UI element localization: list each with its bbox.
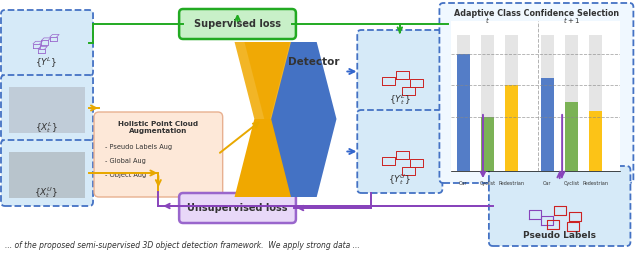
Polygon shape (244, 119, 300, 197)
FancyBboxPatch shape (440, 3, 634, 183)
FancyBboxPatch shape (357, 30, 442, 113)
Text: $\{Y_t^U\}$: $\{Y_t^U\}$ (388, 172, 412, 187)
Text: Detector: Detector (288, 57, 339, 67)
FancyBboxPatch shape (179, 9, 296, 39)
Polygon shape (234, 42, 290, 119)
FancyBboxPatch shape (1, 140, 93, 206)
Text: $\{Y_t^L\}$: $\{Y_t^L\}$ (388, 92, 411, 107)
Polygon shape (281, 119, 337, 197)
Text: $\{Y^L\}$: $\{Y^L\}$ (35, 56, 58, 70)
Text: $\{X_t^L\}$: $\{X_t^L\}$ (35, 120, 58, 135)
Bar (9, 152, 85, 198)
Text: Holistic Point Cloud
Augmentation: Holistic Point Cloud Augmentation (118, 121, 198, 134)
FancyBboxPatch shape (489, 166, 630, 246)
FancyBboxPatch shape (1, 10, 93, 76)
Text: $\{X_t^U\}$: $\{X_t^U\}$ (35, 185, 58, 200)
Polygon shape (271, 119, 326, 197)
Polygon shape (244, 42, 300, 119)
Text: - Pseudo Labels Aug: - Pseudo Labels Aug (105, 144, 172, 150)
Text: Supervised loss: Supervised loss (194, 19, 281, 29)
FancyBboxPatch shape (179, 193, 296, 223)
Text: - Global Aug: - Global Aug (105, 158, 146, 164)
Text: - Object Aug: - Object Aug (105, 172, 146, 178)
Polygon shape (234, 119, 290, 197)
Polygon shape (271, 42, 326, 119)
Text: ... of the proposed semi-supervised 3D object detection framework.  We apply str: ... of the proposed semi-supervised 3D o… (5, 241, 360, 250)
Bar (9, 87, 85, 133)
FancyBboxPatch shape (94, 112, 223, 197)
FancyBboxPatch shape (1, 75, 93, 141)
FancyBboxPatch shape (357, 110, 442, 193)
Text: Adaptive Class Confidence Selection: Adaptive Class Confidence Selection (454, 9, 619, 18)
Polygon shape (281, 42, 337, 119)
Text: Unsupervised loss: Unsupervised loss (188, 203, 288, 213)
Text: Pseudo Labels: Pseudo Labels (523, 231, 596, 240)
